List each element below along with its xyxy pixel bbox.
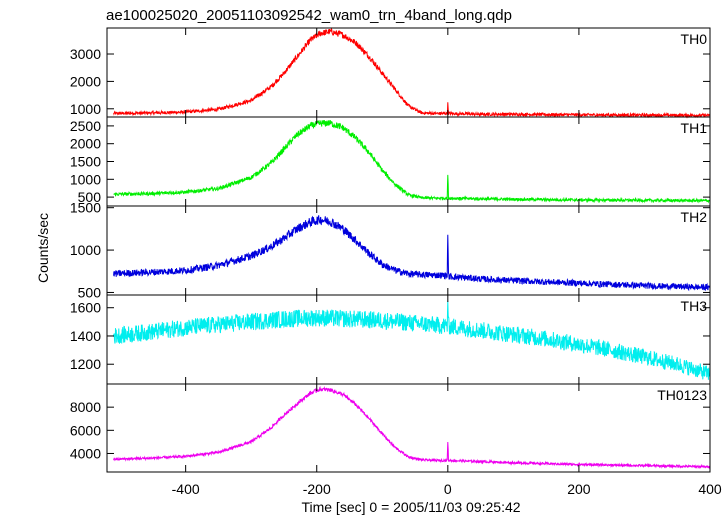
y-tick-label: 1000 — [70, 101, 101, 117]
y-tick-label: 2000 — [70, 136, 101, 152]
panel-frame — [106, 27, 711, 118]
series-line-th2 — [113, 215, 711, 292]
x-tick-label: -200 — [303, 481, 331, 497]
y-tick-label: 1000 — [70, 171, 101, 187]
panel-label: TH1 — [681, 120, 708, 136]
panel-label: TH0123 — [657, 387, 707, 403]
panel-label: TH2 — [681, 209, 708, 225]
series-line-th0123 — [113, 385, 711, 470]
series-line-th0 — [113, 27, 711, 119]
panel-th2: 500 1000 1500 TH2 — [70, 200, 711, 300]
chart-title: ae100025020_20051103092542_wam0_trn_4ban… — [106, 7, 512, 24]
y-tick-label: 500 — [78, 189, 102, 205]
y-tick-label: 1500 — [70, 154, 101, 170]
y-axis-label: Counts/sec — [35, 213, 51, 283]
y-tick-label: 1200 — [70, 356, 101, 372]
y-tick-label: 2500 — [70, 118, 101, 134]
panel-th0: 1000 2000 3000 TH0 — [70, 27, 711, 119]
x-tick-label: 0 — [444, 481, 452, 497]
y-tick-label: 3000 — [70, 46, 101, 62]
x-tick-label: -400 — [172, 481, 200, 497]
x-axis-label: Time [sec] 0 = 2005/11/03 09:25:42 — [301, 499, 520, 515]
y-tick-label: 1400 — [70, 328, 101, 344]
panel-frame — [106, 294, 711, 385]
y-tick-label: 6000 — [70, 422, 101, 438]
panel-frame — [106, 205, 711, 296]
x-tick-label: 400 — [698, 481, 722, 497]
y-tick-label: 500 — [78, 284, 102, 300]
y-tick-label: 1600 — [70, 300, 101, 316]
x-tick-label: 200 — [567, 481, 591, 497]
y-tick-label: 1000 — [70, 242, 101, 258]
y-tick-label: 1500 — [70, 200, 101, 216]
panel-label: TH0 — [681, 31, 708, 47]
y-tick-label: 2000 — [70, 73, 101, 89]
panel-th0123: 4000 6000 8000 TH0123 — [70, 383, 711, 473]
y-tick-label: 4000 — [70, 445, 101, 461]
panel-th3: 1200 1400 1600 TH3 — [70, 294, 711, 385]
panel-label: TH3 — [681, 298, 708, 314]
series-line-th3 — [113, 301, 711, 380]
y-tick-label: 8000 — [70, 399, 101, 415]
series-line-th1 — [113, 119, 711, 204]
panel-frame — [106, 383, 711, 473]
